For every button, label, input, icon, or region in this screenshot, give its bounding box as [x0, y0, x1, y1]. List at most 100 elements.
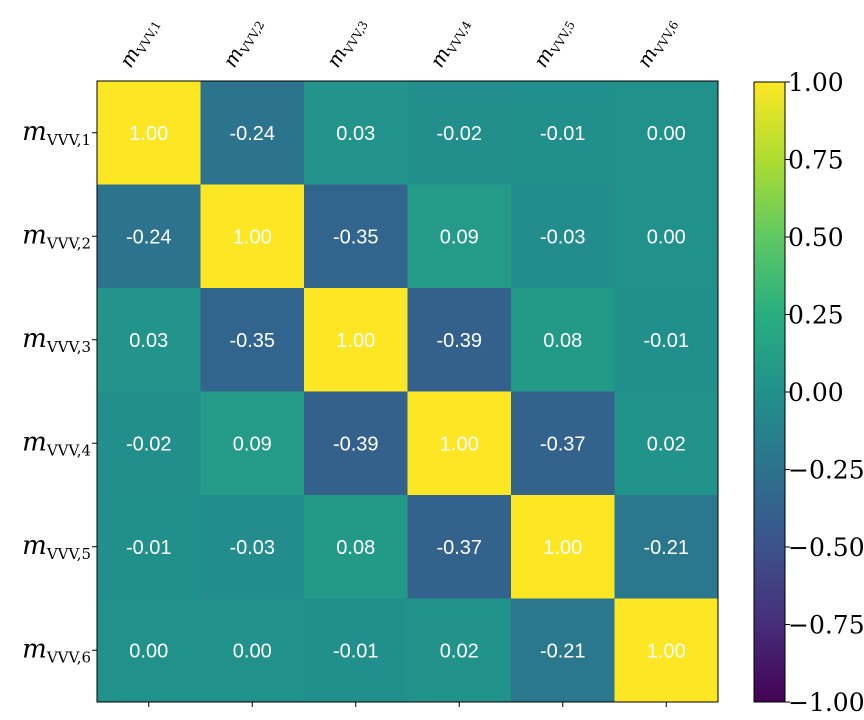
heatmap-cell-r4-c2: [200, 391, 305, 496]
cell-value-label-r5-c5: 1.00: [543, 537, 582, 559]
x-tick-label-sub-3: VVV,3: [341, 18, 371, 56]
heatmap-cell-r1-c4: [407, 81, 512, 185]
colorbar-tick-label-8: −0.75: [788, 611, 864, 640]
x-tick-label-sub-4: VVV,4: [444, 18, 474, 57]
y-tick-label-sub-2: VVV,2: [46, 234, 91, 252]
cell-value-label-r2-c1: -0.24: [126, 226, 172, 248]
heatmap-cell-r1-c5: [511, 81, 615, 185]
heatmap-cell-r4-c3: [304, 391, 408, 496]
heatmap-cell-r1-c1: [97, 81, 201, 185]
heatmap-cell-labels: 1.00 -0.24 0.03 -0.02 -0.01 0.00 -0.24 1.00 -0.3…: [126, 123, 689, 663]
y-tick-label-5: mVVV,5: [22, 531, 91, 563]
cell-value-label-r6-c4: 0.02: [440, 640, 479, 662]
cell-value-label-r2-c5: -0.03: [540, 226, 586, 248]
cell-value-label-r3-c1: 0.03: [129, 330, 168, 352]
cell-value-label-r3-c3: 1.00: [336, 330, 375, 352]
cell-value-label-r1-c2: -0.24: [229, 123, 275, 145]
cell-value-label-r2-c6: 0.00: [647, 226, 686, 248]
heatmap-cell-r6-c1: [97, 598, 201, 703]
colorbar-tick-label-2: 0.75: [788, 146, 844, 175]
heatmap-cell-r2-c4: [407, 184, 512, 289]
x-tick-label-1: mVVV,1: [114, 12, 164, 72]
heatmap-cell-r4-c4: [407, 391, 512, 496]
cell-value-label-r4-c2: 0.09: [233, 433, 272, 455]
heatmap-cell-r4-c6: [614, 391, 719, 496]
cell-value-label-r4-c3: -0.39: [333, 433, 379, 455]
x-tick-label-5: mVVV,5: [528, 12, 578, 72]
heatmap-cell-r6-c3: [304, 598, 408, 703]
x-tick-label-sub-1: VVV,1: [134, 18, 164, 56]
y-tick-label-6: mVVV,6: [22, 634, 91, 666]
heatmap-cell-r2-c6: [614, 184, 719, 289]
x-tick-label-sub-6: VVV,6: [651, 18, 681, 56]
x-tick-label-3: mVVV,3: [321, 12, 371, 72]
y-tick-label-base-1: m: [22, 117, 47, 147]
colorbar-tick-label-1: 1.00: [788, 68, 844, 97]
y-tick-label-sub-4: VVV,4: [46, 441, 91, 459]
cell-value-label-r1-c4: -0.02: [436, 123, 482, 145]
cell-value-label-r2-c3: -0.35: [333, 226, 379, 248]
cell-value-label-r4-c6: 0.02: [647, 433, 686, 455]
x-tick-label-sub-5: VVV,5: [548, 18, 578, 56]
heatmap-cell-r2-c3: [304, 184, 408, 289]
x-tick-labels: mVVV,1 mVVV,2 mVVV,3 mVVV,4 mVVV,5 mVVV,6: [114, 12, 682, 72]
heatmap-cell-r3-c2: [200, 288, 305, 392]
colorbar-tick-label-7: −0.50: [788, 533, 864, 562]
cell-value-label-r1-c6: 0.00: [647, 123, 686, 145]
x-tick-label-4: mVVV,4: [425, 12, 475, 72]
heatmap-cell-r5-c4: [407, 495, 512, 599]
cell-value-label-r6-c3: -0.01: [333, 640, 379, 662]
colorbar-tick-label-6: −0.25: [788, 456, 864, 485]
y-tick-label-sub-1: VVV,1: [46, 131, 91, 149]
y-tick-label-base-2: m: [22, 220, 47, 250]
colorbar: 1.00 0.75 0.50 0.25 0.00 −0.25 −0.50 −0.75 −1.00: [753, 68, 864, 717]
cell-value-label-r4-c4: 1.00: [440, 433, 479, 455]
heatmap-cell-r4-c1: [97, 391, 201, 496]
y-tick-label-sub-6: VVV,6: [46, 648, 91, 666]
heatmap-cell-r5-c5: [511, 495, 615, 599]
colorbar-tick-label-9: −1.00: [788, 688, 864, 717]
cell-value-label-r3-c4: -0.39: [436, 330, 482, 352]
cell-value-label-r6-c2: 0.00: [233, 640, 272, 662]
cell-value-label-r4-c1: -0.02: [126, 433, 172, 455]
y-tick-label-base-6: m: [22, 634, 47, 664]
cell-value-label-r3-c6: -0.01: [643, 330, 689, 352]
y-tick-label-1: mVVV,1: [22, 117, 91, 149]
heatmap-cell-r6-c2: [200, 598, 305, 703]
heatmap-cell-r6-c5: [511, 598, 615, 703]
heatmap-cell-r2-c1: [97, 184, 201, 289]
heatmap-cell-r2-c2: [200, 184, 305, 289]
cell-value-label-r3-c5: 0.08: [543, 330, 582, 352]
x-tick-label-6: mVVV,6: [632, 12, 682, 72]
colorbar-tick-label-4: 0.25: [788, 301, 844, 330]
y-tick-label-sub-3: VVV,3: [46, 338, 91, 356]
cell-value-label-r1-c5: -0.01: [540, 123, 586, 145]
cell-value-label-r1-c3: 0.03: [336, 123, 375, 145]
y-tick-label-2: mVVV,2: [22, 220, 91, 252]
colorbar-tick-label-3: 0.50: [788, 223, 844, 252]
colorbar-gradient: [754, 82, 785, 702]
cell-value-label-r3-c2: -0.35: [229, 330, 275, 352]
x-tick-label-sub-2: VVV,2: [237, 18, 267, 56]
heatmap-cells: [97, 81, 719, 703]
heatmap-cell-r5-c6: [614, 495, 719, 599]
colorbar-tick-label-5: 0.00: [788, 378, 844, 407]
cell-value-label-r6-c5: -0.21: [540, 640, 586, 662]
cell-value-label-r5-c6: -0.21: [643, 537, 689, 559]
y-tick-label-base-5: m: [22, 531, 47, 561]
axis-ticks: [92, 132, 667, 707]
heatmap-cell-r1-c3: [304, 81, 408, 185]
y-tick-label-4: mVVV,4: [22, 427, 91, 459]
heatmap-cell-r5-c2: [200, 495, 305, 599]
heatmap-cell-r3-c1: [97, 288, 201, 392]
heatmap-cell-r6-c4: [407, 598, 512, 703]
cell-value-label-r5-c3: 0.08: [336, 537, 375, 559]
cell-value-label-r5-c1: -0.01: [126, 537, 172, 559]
y-tick-label-3: mVVV,3: [22, 324, 91, 356]
cell-value-label-r6-c6: 1.00: [647, 640, 686, 662]
cell-value-label-r5-c2: -0.03: [229, 537, 275, 559]
heatmap-cell-r6-c6: [614, 598, 719, 703]
x-tick-label-2: mVVV,2: [218, 12, 268, 72]
